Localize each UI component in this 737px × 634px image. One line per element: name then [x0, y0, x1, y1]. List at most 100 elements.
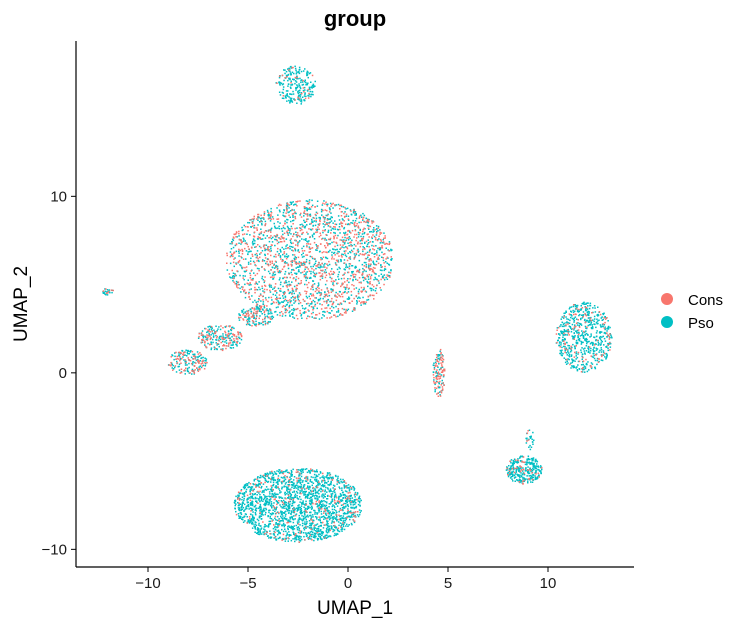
point-pso — [332, 484, 335, 487]
point-pso — [379, 242, 382, 244]
point-cons — [193, 372, 196, 374]
point-pso — [300, 486, 302, 488]
point-pso — [572, 359, 575, 361]
point-cons — [325, 251, 327, 253]
point-pso — [306, 277, 309, 280]
point-pso — [331, 251, 333, 254]
point-pso — [582, 367, 585, 369]
point-pso — [229, 262, 232, 265]
point-pso — [581, 347, 583, 349]
point-pso — [561, 346, 563, 349]
point-pso — [315, 214, 317, 217]
point-cons — [344, 272, 346, 274]
point-pso — [377, 247, 379, 250]
point-cons — [440, 375, 442, 377]
point-cons — [515, 459, 517, 461]
point-cons — [354, 233, 356, 236]
point-cons — [235, 263, 238, 265]
point-cons — [519, 470, 522, 473]
point-pso — [524, 470, 527, 472]
point-cons — [307, 302, 309, 305]
point-cons — [440, 362, 442, 364]
point-cons — [437, 395, 440, 397]
point-cons — [255, 288, 257, 291]
point-pso — [211, 332, 214, 334]
point-pso — [582, 302, 584, 304]
point-pso — [317, 525, 320, 528]
point-pso — [289, 78, 291, 81]
point-cons — [245, 312, 247, 315]
point-pso — [108, 289, 111, 291]
point-cons — [210, 325, 213, 328]
point-pso — [259, 500, 261, 503]
point-pso — [290, 84, 292, 86]
point-cons — [320, 274, 323, 277]
point-pso — [312, 83, 315, 86]
point-pso — [522, 470, 524, 472]
point-cons — [238, 259, 241, 262]
point-pso — [288, 506, 291, 508]
point-pso — [304, 239, 307, 241]
point-pso — [290, 478, 292, 480]
point-cons — [361, 301, 363, 303]
point-pso — [532, 467, 534, 470]
point-cons — [329, 307, 331, 310]
point-pso — [295, 81, 298, 83]
point-pso — [288, 525, 290, 527]
point-pso — [254, 523, 256, 526]
point-pso — [532, 466, 535, 468]
point-pso — [583, 319, 586, 322]
point-cons — [276, 242, 279, 245]
point-pso — [597, 314, 600, 317]
point-cons — [233, 251, 235, 254]
point-cons — [283, 252, 285, 255]
point-pso — [582, 314, 584, 316]
point-cons — [441, 371, 444, 373]
point-cons — [520, 469, 523, 471]
point-pso — [173, 368, 175, 370]
point-pso — [293, 317, 296, 319]
point-cons — [238, 239, 241, 241]
point-pso — [298, 99, 300, 101]
point-cons — [267, 247, 269, 250]
point-pso — [277, 301, 280, 303]
point-pso — [315, 530, 317, 532]
point-pso — [313, 238, 316, 240]
point-pso — [308, 310, 310, 312]
point-pso — [358, 221, 360, 224]
point-pso — [590, 347, 592, 350]
point-pso — [367, 298, 370, 301]
point-pso — [347, 278, 349, 280]
point-pso — [289, 68, 291, 70]
point-pso — [528, 429, 531, 431]
point-pso — [345, 215, 348, 217]
point-pso — [264, 269, 266, 271]
point-pso — [349, 258, 352, 260]
point-cons — [440, 356, 442, 359]
point-pso — [593, 336, 596, 339]
point-cons — [259, 308, 262, 311]
point-pso — [202, 360, 204, 362]
point-pso — [261, 308, 264, 310]
point-pso — [337, 261, 340, 263]
point-pso — [260, 311, 262, 313]
point-pso — [532, 464, 535, 466]
point-pso — [238, 336, 240, 339]
point-pso — [188, 350, 190, 352]
point-pso — [522, 478, 524, 480]
point-cons — [325, 293, 328, 296]
point-pso — [241, 508, 244, 511]
point-pso — [534, 466, 537, 469]
point-pso — [334, 474, 337, 477]
point-pso — [279, 283, 282, 286]
point-pso — [264, 525, 266, 528]
point-pso — [284, 524, 286, 526]
point-cons — [255, 245, 257, 248]
point-pso — [281, 511, 283, 513]
point-pso — [292, 219, 295, 222]
point-pso — [260, 238, 262, 240]
point-pso — [258, 233, 261, 236]
point-cons — [302, 87, 305, 89]
point-pso — [301, 81, 304, 83]
point-pso — [341, 481, 343, 484]
